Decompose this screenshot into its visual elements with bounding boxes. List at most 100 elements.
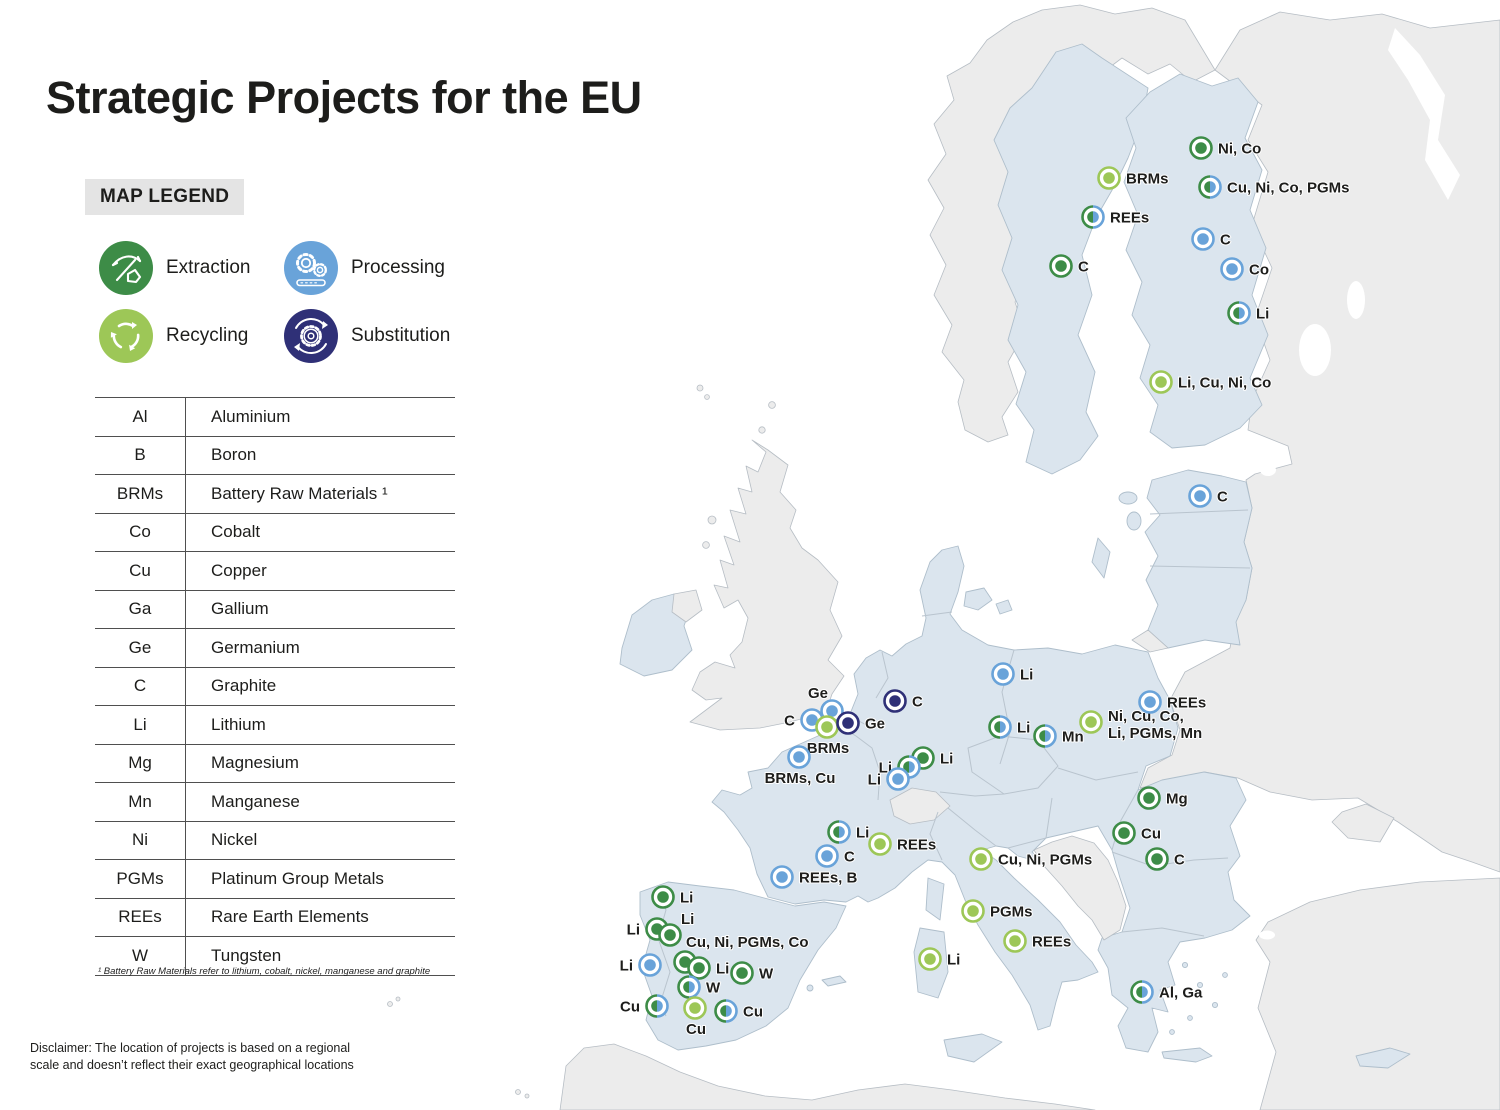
map-marker[interactable] xyxy=(988,715,1012,739)
map-marker[interactable] xyxy=(868,832,892,856)
map-marker[interactable] xyxy=(827,820,851,844)
material-name: Germanium xyxy=(211,637,300,657)
material-name: Manganese xyxy=(211,791,300,811)
map-marker[interactable] xyxy=(991,662,1015,686)
aegean-island xyxy=(1196,981,1204,989)
material-name: Boron xyxy=(211,445,257,465)
sicily-island xyxy=(943,1033,1003,1063)
pickaxe-icon xyxy=(99,241,153,295)
marker-label: Li xyxy=(1020,667,1033,684)
material-name: Rare Earth Elements xyxy=(211,907,369,927)
marker-label: Mn xyxy=(1062,729,1084,746)
map-marker[interactable] xyxy=(1220,257,1244,281)
map-marker[interactable] xyxy=(683,996,707,1020)
map-marker[interactable] xyxy=(1137,786,1161,810)
marker-label: BRMs xyxy=(1126,171,1169,188)
atlantic-island xyxy=(524,1093,530,1099)
marker-label: Cu, Ni, Co, PGMs xyxy=(1227,180,1350,197)
map-marker[interactable] xyxy=(1097,166,1121,190)
marker-label: Li xyxy=(940,751,953,768)
map-marker[interactable] xyxy=(730,961,754,985)
map-marker[interactable] xyxy=(883,689,907,713)
sea-of-marmara xyxy=(1259,930,1275,940)
country-switzerland xyxy=(889,787,951,825)
material-abbr: B xyxy=(95,436,186,474)
marker-label: Ni, Co xyxy=(1218,141,1261,158)
material-abbr: Mn xyxy=(95,783,186,821)
marker-label: Li xyxy=(716,961,729,978)
recycle-icon xyxy=(99,309,153,363)
legend-label-processing: Processing xyxy=(351,257,445,278)
legend-item-processing: Processing xyxy=(283,240,543,296)
marker-label: C xyxy=(1174,852,1185,869)
material-name: Copper xyxy=(211,560,267,580)
map-marker[interactable] xyxy=(651,885,675,909)
map-marker[interactable] xyxy=(1189,136,1213,160)
marker-label: REEs xyxy=(1167,695,1206,712)
info-panel: Strategic Projects for the EU MAP LEGEND… xyxy=(0,0,642,1110)
map-marker[interactable] xyxy=(1049,254,1073,278)
marker-label: Cu xyxy=(743,1004,763,1021)
table-row: Ni Nickel xyxy=(95,820,455,859)
map-marker[interactable] xyxy=(658,923,682,947)
gears-icon xyxy=(284,241,338,295)
map-marker[interactable] xyxy=(645,917,669,941)
table-row: C Graphite xyxy=(95,666,455,705)
map-marker[interactable] xyxy=(969,847,993,871)
table-row: REEs Rare Earth Elements xyxy=(95,897,455,936)
map-marker[interactable] xyxy=(638,953,662,977)
map-marker[interactable] xyxy=(687,956,711,980)
map-legend-heading: MAP LEGEND xyxy=(85,179,245,215)
map-marker[interactable] xyxy=(1227,301,1251,325)
country-sweden xyxy=(993,43,1149,475)
marker-label: Li, Cu, Ni, Co xyxy=(1178,375,1271,392)
map-marker[interactable] xyxy=(1033,724,1057,748)
map-marker[interactable] xyxy=(787,745,811,769)
map-marker[interactable] xyxy=(815,844,839,868)
map-marker[interactable] xyxy=(770,865,794,889)
map-marker[interactable] xyxy=(815,715,839,739)
map-marker[interactable] xyxy=(645,994,669,1018)
map-marker[interactable] xyxy=(1138,690,1162,714)
map-marker[interactable] xyxy=(1081,205,1105,229)
marker-label: Cu xyxy=(1141,826,1161,843)
map-marker[interactable] xyxy=(1003,929,1027,953)
map-marker[interactable] xyxy=(961,899,985,923)
map-marker[interactable] xyxy=(677,975,701,999)
map-marker[interactable] xyxy=(1149,370,1173,394)
map-marker[interactable] xyxy=(886,767,910,791)
western-balkans xyxy=(1033,835,1127,941)
map-marker[interactable] xyxy=(714,999,738,1023)
white-sea xyxy=(1388,28,1460,200)
country-turkey xyxy=(1255,877,1500,1110)
marker-label: W xyxy=(706,980,721,997)
baltic-states xyxy=(1144,469,1253,649)
aegean-island xyxy=(1181,961,1189,969)
northern-ireland xyxy=(671,589,703,623)
table-row: B Boron xyxy=(95,435,455,474)
country-united-kingdom xyxy=(689,439,845,731)
map-marker[interactable] xyxy=(836,711,860,735)
map-marker[interactable] xyxy=(1198,175,1222,199)
map-marker[interactable] xyxy=(1130,980,1154,1004)
map-marker[interactable] xyxy=(1079,710,1103,734)
map-marker[interactable] xyxy=(1112,821,1136,845)
material-name: Aluminium xyxy=(211,406,291,426)
marker-label: Co xyxy=(1249,262,1269,279)
country-ireland xyxy=(619,593,693,677)
country-finland xyxy=(1123,73,1269,449)
table-row: Ga Gallium xyxy=(95,589,455,628)
map-marker[interactable] xyxy=(1145,847,1169,871)
marker-label: C xyxy=(912,694,923,711)
crete-island xyxy=(1161,1047,1213,1063)
cyprus-island xyxy=(1355,1047,1411,1069)
map-marker[interactable] xyxy=(1191,227,1215,251)
marker-label: REEs xyxy=(897,837,936,854)
marker-label: Cu, Ni, PGMs, Co xyxy=(686,934,809,951)
map-marker[interactable] xyxy=(918,947,942,971)
marker-label: Li xyxy=(680,890,693,907)
marker-label: C xyxy=(1217,489,1228,506)
map-marker[interactable] xyxy=(1188,484,1212,508)
